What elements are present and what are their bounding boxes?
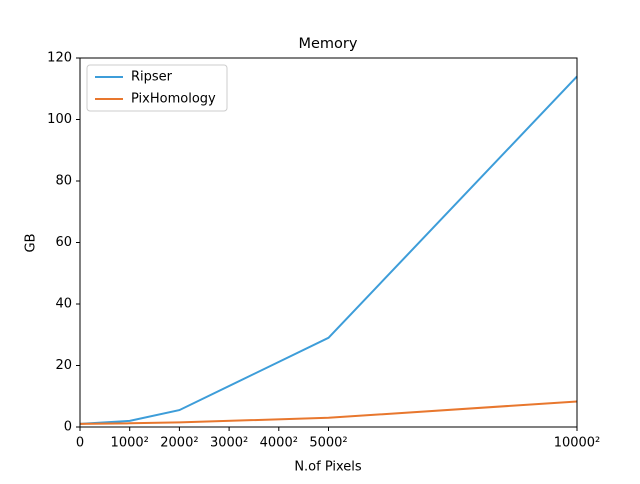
y-tick-label: 120 [47,51,72,66]
x-tick-label: 2000² [160,436,198,451]
series-line [79,75,578,425]
x-tick-label: 1000² [111,436,149,451]
y-tick-label: 80 [55,174,72,189]
chart-title: Memory [299,36,358,52]
y-tick-label: 20 [55,358,72,373]
x-tick-label: 3000² [210,436,248,451]
x-tick-label: 0 [76,436,84,451]
y-tick-label: 0 [64,420,72,435]
y-tick-label: 100 [47,112,72,127]
y-axis-label: GB [24,234,39,253]
y-tick-label: 40 [55,297,72,312]
legend-label: Ripser [131,70,173,85]
x-tick-label: 5000² [309,436,347,451]
series-line [79,400,578,425]
x-tick-label: 4000² [260,436,298,451]
x-tick-label: 10000² [554,436,601,451]
plot-frame [79,57,578,428]
x-axis-label: N.of Pixels [294,460,362,475]
y-tick-label: 60 [55,235,72,250]
legend-label: PixHomology [131,92,216,107]
